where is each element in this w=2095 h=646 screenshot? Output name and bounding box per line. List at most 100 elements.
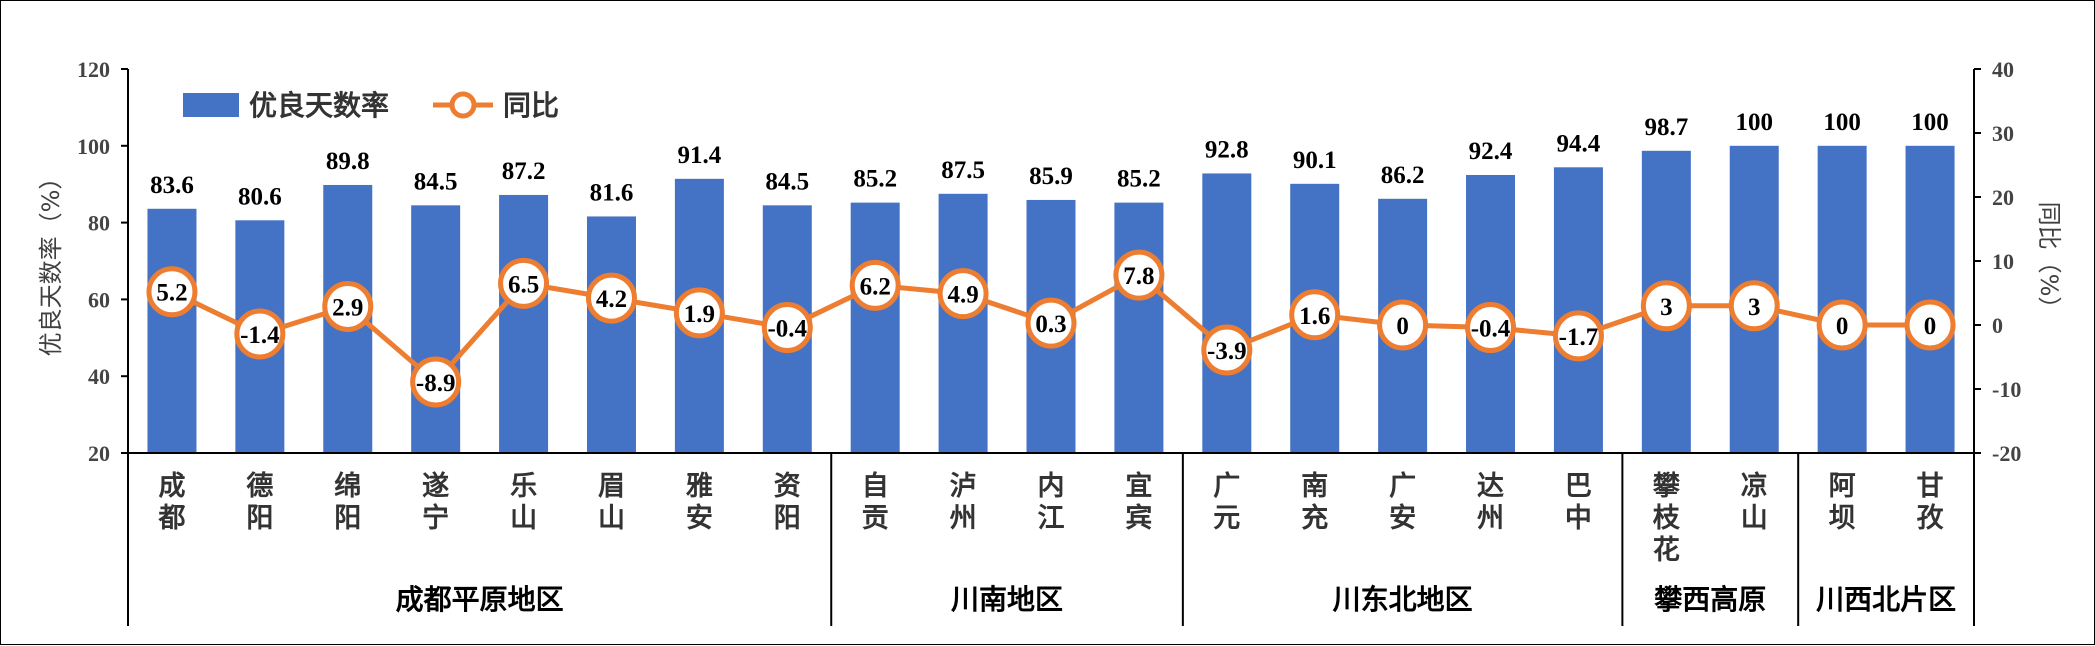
bar-value-label: 85.9: [1029, 163, 1073, 190]
category-label: 雅安: [686, 471, 713, 534]
category-label: 泸州: [950, 471, 977, 534]
category-label: 达州: [1477, 471, 1504, 534]
y-tick-label: 40: [88, 364, 110, 389]
yoy-value-label: -0.4: [1471, 316, 1511, 343]
category-label: 阿坝: [1829, 471, 1856, 534]
yoy-marker: [1025, 297, 1077, 349]
bar: [1817, 145, 1867, 454]
y2-axis-title: 同比（%）: [2035, 202, 2063, 321]
bar-value-label: 85.2: [1117, 166, 1161, 193]
bar-value-label: 84.5: [414, 168, 458, 195]
yoy-value-label: 1.6: [1299, 303, 1330, 330]
bar-value-label: 92.4: [1469, 138, 1513, 165]
yoy-marker: [1113, 249, 1165, 301]
bar: [499, 194, 549, 453]
yoy-value-label: 4.2: [596, 286, 627, 313]
category-label: 广安: [1389, 471, 1416, 534]
category-label: 乐山: [510, 471, 537, 534]
bar: [411, 205, 461, 453]
y2-tick-label: 30: [1992, 121, 2014, 146]
bar: [586, 216, 636, 453]
yoy-marker: [1816, 299, 1868, 351]
category-label: 资阳: [774, 471, 801, 534]
bar-value-label: 84.5: [765, 168, 809, 195]
bar-value-label: 100: [1735, 109, 1773, 136]
yoy-value-label: 1.9: [684, 301, 715, 328]
category-label: 甘孜: [1917, 471, 1945, 534]
bar-value-label: 94.4: [1557, 130, 1601, 157]
category-label: 广元: [1213, 471, 1240, 534]
yoy-marker: [585, 272, 637, 324]
yoy-value-label: 3: [1660, 294, 1673, 321]
bar-value-label: 89.8: [326, 148, 370, 175]
yoy-value-label: -8.9: [416, 370, 456, 397]
legend: 优良天数率 同比: [183, 89, 559, 122]
bar-value-label: 91.4: [678, 142, 722, 169]
region-label: 川西北片区: [1816, 583, 1956, 616]
category-label: 巴中: [1565, 471, 1592, 534]
yoy-marker: [410, 356, 462, 408]
y-tick-label: 20: [88, 441, 110, 466]
bar-value-label: 87.2: [502, 158, 546, 185]
region-label: 成都平原地区: [396, 583, 564, 616]
bar-value-label: 100: [1911, 109, 1949, 136]
category-label: 遂宁: [422, 470, 449, 534]
y-tick-label: 100: [77, 134, 110, 159]
region-label: 攀西高原: [1654, 583, 1766, 616]
yoy-marker: [146, 266, 198, 318]
category-label: 攀枝花: [1653, 471, 1681, 566]
line-series: [146, 249, 1956, 408]
yoy-value-label: 6.2: [860, 273, 891, 300]
category-label: 绵阳: [334, 471, 361, 534]
y2-tick-label: 10: [1992, 249, 2014, 274]
yoy-marker: [498, 257, 550, 309]
yoy-marker: [234, 308, 286, 360]
yoy-value-label: -1.7: [1559, 324, 1599, 351]
bar: [147, 208, 197, 453]
yoy-marker: [1465, 302, 1517, 354]
yoy-value-label: -3.9: [1207, 338, 1247, 365]
bar-value-label: 86.2: [1381, 162, 1425, 189]
region-label: 川南地区: [951, 583, 1063, 616]
yoy-marker: [1552, 310, 1604, 362]
bar-value-label: 98.7: [1644, 114, 1688, 141]
bar-value-label: 81.6: [590, 179, 634, 206]
bar-value-label: 83.6: [150, 172, 194, 199]
yoy-value-label: 3: [1748, 294, 1761, 321]
bar: [938, 193, 988, 454]
bar-series: [147, 145, 1955, 454]
y-axis-title: 优良天数率（%）: [37, 166, 65, 357]
yoy-value-label: 0: [1396, 313, 1409, 340]
yoy-marker: [937, 268, 989, 320]
bar-value-label: 92.8: [1205, 136, 1249, 163]
y-tick-label: 120: [77, 57, 110, 82]
bar-value-label: 90.1: [1293, 147, 1337, 174]
y2-tick-label: 0: [1992, 313, 2003, 338]
category-label: 宜宾: [1125, 470, 1152, 534]
yoy-value-label: 0.3: [1035, 311, 1066, 338]
yoy-value-label: 0: [1924, 313, 1937, 340]
yoy-marker: [322, 280, 374, 332]
yoy-value-label: 6.5: [508, 271, 539, 298]
category-label: 成都: [157, 471, 185, 534]
bar: [1114, 202, 1164, 453]
y-tick-label: 60: [88, 287, 110, 312]
yoy-marker: [673, 287, 725, 339]
y2-tick-label: -10: [1992, 377, 2021, 402]
yoy-marker: [1728, 280, 1780, 332]
legend-line-label: 同比: [503, 89, 559, 122]
category-label: 眉山: [598, 471, 625, 534]
category-label: 自贡: [862, 470, 889, 534]
yoy-value-label: 7.8: [1123, 263, 1154, 290]
y2-tick-label: 20: [1992, 185, 2014, 210]
region-label: 川东北地区: [1333, 583, 1473, 616]
y2-tick-label: 40: [1992, 57, 2014, 82]
data-labels: 83.6 80.6 89.8 84.5 87.2 81.6 91.4 84.5 85.2 87.5…: [150, 109, 1949, 397]
bar: [1553, 167, 1603, 453]
bar-value-label: 100: [1823, 109, 1861, 136]
y-tick-label: 80: [88, 211, 110, 236]
bar: [1905, 145, 1955, 454]
